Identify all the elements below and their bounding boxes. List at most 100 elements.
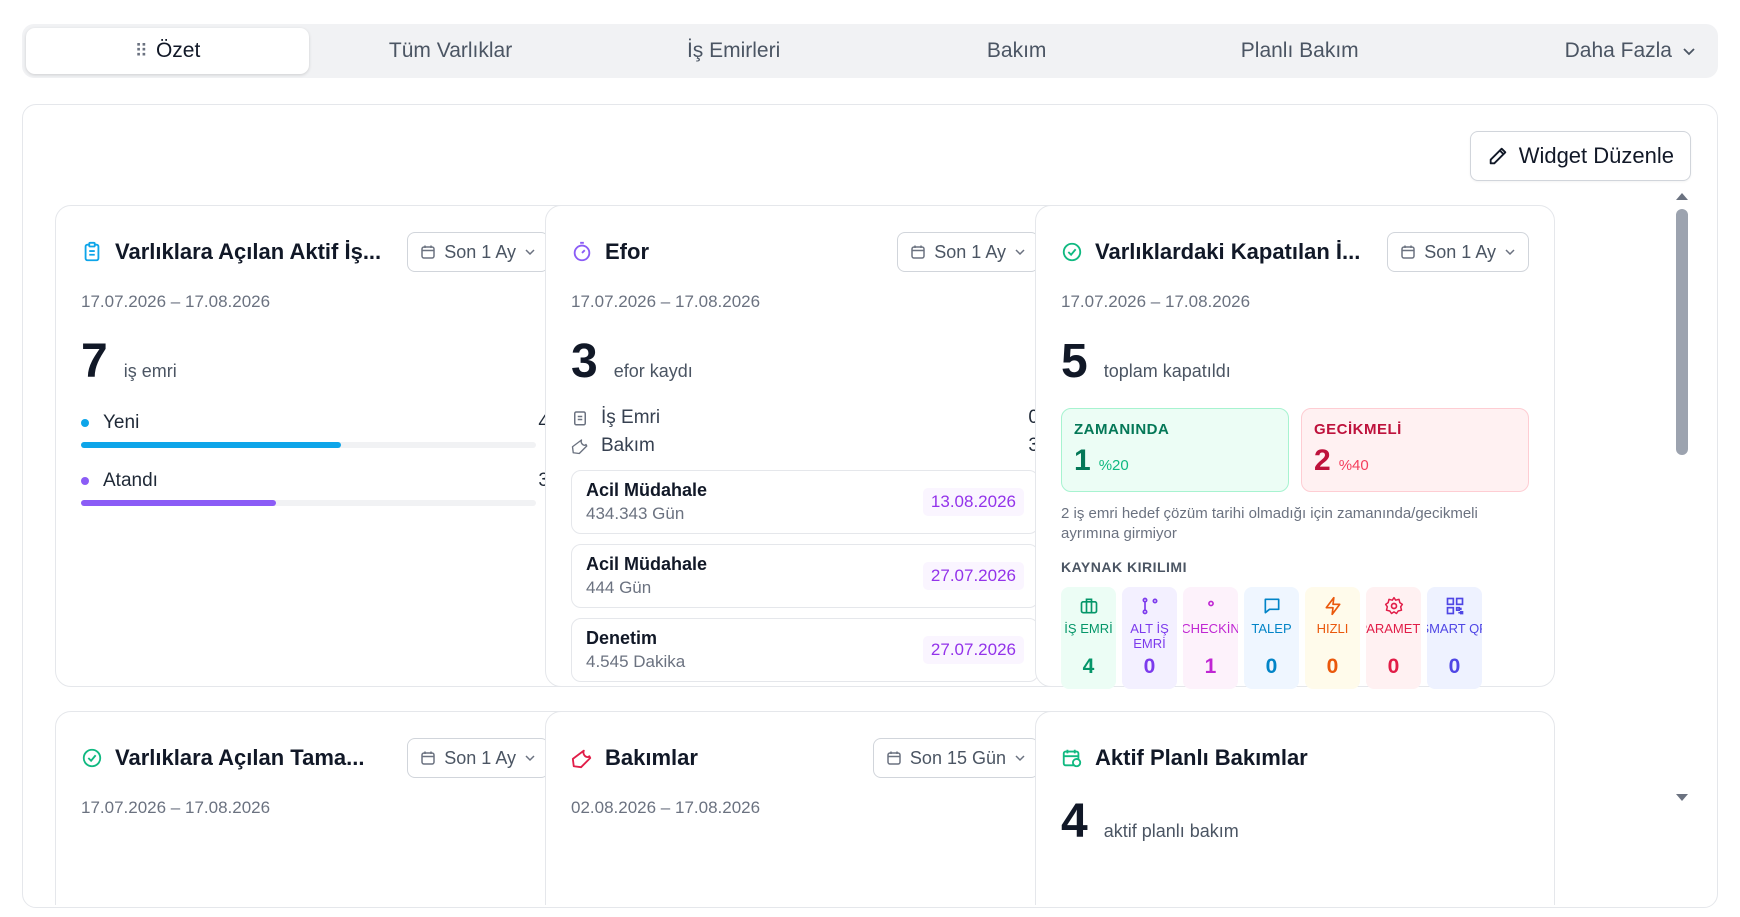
chevron-down-icon xyxy=(1015,755,1025,762)
on-time-box: ZAMANINDA 1 %20 xyxy=(1061,408,1289,492)
stopwatch-icon xyxy=(573,241,591,262)
period-label: Son 1 Ay xyxy=(444,747,516,768)
source-breakdown: İŞ EMRİ 4 ALT İŞ EMRİ 0 CHECKİN 1 TALEP 0 HIZLI 0… xyxy=(1061,586,1529,689)
widget-active-planned-maintenance: Aktif Planlı Bakımlar 4 aktif planlı bak… xyxy=(1035,711,1555,905)
calendar-clock-icon xyxy=(1062,749,1082,768)
scroll-thumb[interactable] xyxy=(1676,209,1688,455)
calendar-icon xyxy=(911,245,926,259)
calendar-icon xyxy=(1401,245,1416,259)
tab-summary[interactable]: ⠿ Özet xyxy=(26,28,310,74)
status-value: 3 xyxy=(538,470,549,491)
source-value: 0 xyxy=(1448,654,1461,678)
clipboard-icon xyxy=(574,411,586,426)
status-dot xyxy=(81,477,89,485)
widget-active-work-orders: Varlıklara Açılan Aktif İş... Son 1 Ay 1… xyxy=(55,205,575,687)
period-select[interactable]: Son 1 Ay xyxy=(1387,232,1529,272)
branch-icon xyxy=(1140,595,1160,617)
chevron-down-icon xyxy=(1683,48,1695,56)
effort-type-row: Bakım 3 xyxy=(571,432,1039,460)
period-label: Son 1 Ay xyxy=(444,241,516,262)
widget-title-text: Varlıklardaki Kapatılan İ... xyxy=(1095,239,1361,264)
scroll-up-arrow[interactable] xyxy=(1676,193,1688,200)
tab-maintenance[interactable]: Bakım xyxy=(875,28,1158,74)
entry-duration: 4.545 Dakika xyxy=(586,652,686,671)
chevron-down-icon xyxy=(525,755,535,762)
period-select[interactable]: Son 1 Ay xyxy=(407,738,549,778)
source-label: İŞ EMRİ xyxy=(1064,620,1113,636)
entry-duration: 434.343 Gün xyxy=(586,504,685,523)
edit-widgets-button[interactable]: Widget Düzenle xyxy=(1469,131,1691,181)
period-select[interactable]: Son 15 Gün xyxy=(872,738,1039,778)
source-label: HIZLI xyxy=(1316,620,1349,636)
effort-entry[interactable]: Acil Müdahale 444 Gün 27.07.2026 xyxy=(571,544,1039,608)
total-count: 7 xyxy=(81,335,108,388)
source-tile: İŞ EMRİ 4 xyxy=(1061,586,1116,689)
entry-date: 13.08.2026 xyxy=(922,488,1024,516)
effort-type-label: Bakım xyxy=(601,435,655,456)
tab-label: Özet xyxy=(155,39,201,62)
tab-planned-maintenance[interactable]: Planlı Bakım xyxy=(1158,28,1441,74)
status-row-assigned: Atandı 3 xyxy=(81,470,549,506)
chevron-down-icon xyxy=(525,249,535,256)
source-breakdown-heading: KAYNAK KIRILIMI xyxy=(1061,558,1187,575)
entry-date: 27.07.2026 xyxy=(922,636,1024,664)
note-text: 2 iş emri hedef çözüm tarihi olmadığı iç… xyxy=(1061,505,1478,543)
source-value: 0 xyxy=(1387,654,1400,678)
source-label: CHECKİN xyxy=(1183,620,1238,636)
status-value: 4 xyxy=(538,412,549,433)
tab-label: Bakım xyxy=(986,39,1047,62)
source-tile: PARAMETRE 0 xyxy=(1366,586,1421,689)
briefcase-icon xyxy=(1079,595,1099,617)
widget-title: Varlıklara Açılan Aktif İş... xyxy=(81,239,381,265)
widget-title: Efor xyxy=(571,239,649,265)
total-unit: efor kaydı xyxy=(613,361,693,381)
source-tile: ALT İŞ EMRİ 0 xyxy=(1122,586,1177,689)
widget-title: Varlıklardaki Kapatılan İ... xyxy=(1061,239,1360,265)
scroll-down-arrow[interactable] xyxy=(1676,794,1688,801)
gear-icon xyxy=(1384,595,1404,617)
source-label: ALT İŞ EMRİ xyxy=(1130,620,1169,652)
period-select[interactable]: Son 1 Ay xyxy=(897,232,1039,272)
tab-all-assets[interactable]: Tüm Varlıklar xyxy=(309,28,592,74)
progress-bar xyxy=(81,500,536,506)
source-label: SMART QR xyxy=(1427,620,1482,636)
widget-title-text: Bakımlar xyxy=(605,745,698,770)
on-time-percent: %20 xyxy=(1098,457,1129,474)
date-range: 17.07.2026 – 17.08.2026 xyxy=(571,292,761,311)
total-unit: iş emri xyxy=(123,361,177,381)
widget-title: Aktif Planlı Bakımlar xyxy=(1061,745,1308,771)
widget-title-text: Varlıklara Açılan Tama... xyxy=(115,745,365,770)
source-tile: HIZLI 0 xyxy=(1305,586,1360,689)
date-range: 17.07.2026 – 17.08.2026 xyxy=(1061,292,1251,311)
source-value: 0 xyxy=(1326,654,1339,678)
wrench-icon xyxy=(571,749,592,769)
drag-handle-icon: ⠿ xyxy=(134,40,148,61)
tab-work-orders[interactable]: İş Emirleri xyxy=(592,28,875,74)
edit-widgets-label: Widget Düzenle xyxy=(1518,143,1674,168)
source-value: 0 xyxy=(1143,654,1156,678)
total-count: 3 xyxy=(571,335,598,388)
entry-name: Acil Müdahale xyxy=(586,480,708,500)
progress-bar xyxy=(81,442,536,448)
chevron-down-icon xyxy=(1015,249,1025,256)
tab-label: İş Emirleri xyxy=(686,39,781,62)
period-label: Son 15 Gün xyxy=(909,747,1006,768)
source-value: 4 xyxy=(1082,654,1095,678)
period-select[interactable]: Son 1 Ay xyxy=(407,232,549,272)
scrollbar[interactable] xyxy=(1675,193,1689,801)
tab-more[interactable]: Daha Fazla xyxy=(1441,28,1714,74)
date-range: 17.07.2026 – 17.08.2026 xyxy=(81,798,271,817)
progress-fill xyxy=(81,500,277,506)
dashboard-panel: Widget Düzenle Varlıklara Açılan Aktif İ… xyxy=(22,104,1718,908)
effort-type-value: 0 xyxy=(1028,407,1039,428)
widget-effort: Efor Son 1 Ay 17.07.2026 – 17.08.2026 3 … xyxy=(545,205,1065,687)
source-label: TALEP xyxy=(1251,620,1292,636)
widget-closed-work-orders: Varlıklardaki Kapatılan İ... Son 1 Ay 17… xyxy=(1035,205,1555,689)
effort-entry[interactable]: Acil Müdahale 434.343 Gün 13.08.2026 xyxy=(571,470,1039,534)
widget-maintenance: Bakımlar Son 15 Gün 02.08.2026 – 17.08.2… xyxy=(545,711,1065,905)
source-tile: CHECKİN 1 xyxy=(1183,586,1238,689)
on-time-value: 1 xyxy=(1074,444,1091,477)
wrench-icon xyxy=(571,439,588,455)
check-circle-icon xyxy=(82,748,102,768)
effort-entry[interactable]: Denetim 4.545 Dakika 27.07.2026 xyxy=(571,618,1039,682)
